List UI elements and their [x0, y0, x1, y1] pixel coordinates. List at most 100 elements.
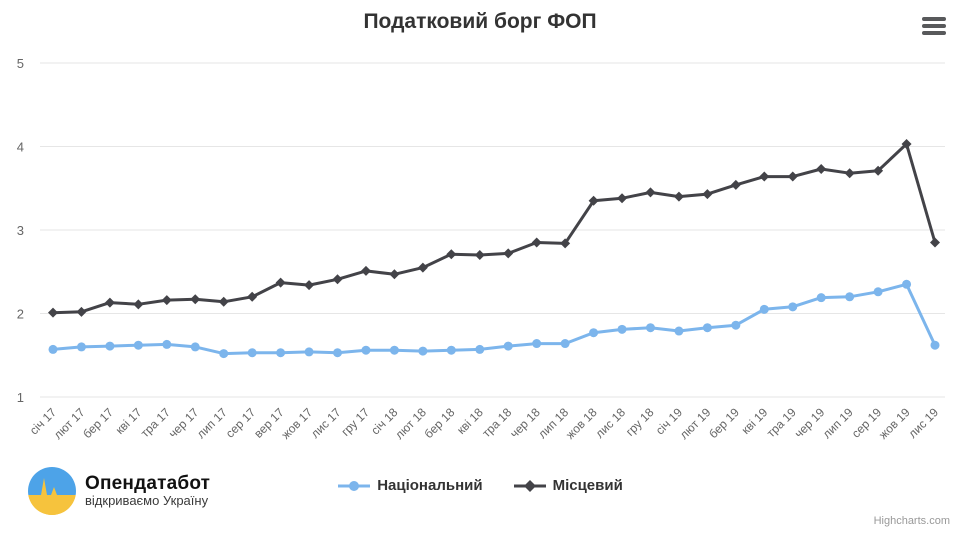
data-point[interactable] — [873, 165, 884, 176]
x-axis-label: лют 17 — [51, 405, 88, 442]
data-point[interactable] — [474, 250, 485, 261]
hamburger-bar — [922, 17, 946, 21]
data-point[interactable] — [560, 238, 571, 249]
x-axis-label: тра 18 — [479, 405, 514, 440]
x-axis-label: лют 18 — [392, 405, 429, 442]
data-point[interactable] — [247, 348, 257, 358]
data-point[interactable] — [844, 168, 855, 179]
data-point[interactable] — [304, 347, 314, 357]
data-point[interactable] — [588, 195, 599, 206]
data-point[interactable] — [389, 345, 399, 355]
data-point[interactable] — [48, 307, 58, 318]
data-point[interactable] — [218, 296, 229, 307]
y-axis-label: 4 — [17, 140, 24, 155]
data-point[interactable] — [247, 291, 258, 302]
legend-item-local[interactable]: Місцевий — [513, 477, 623, 494]
data-point[interactable] — [76, 306, 87, 317]
data-point[interactable] — [162, 339, 172, 349]
x-axis-label: жов 18 — [563, 405, 600, 442]
data-point[interactable] — [617, 193, 628, 204]
data-point[interactable] — [930, 237, 940, 248]
chart-title: Податковий борг ФОП — [363, 10, 597, 33]
x-axis-label: лют 19 — [677, 405, 714, 442]
data-point[interactable] — [275, 277, 286, 288]
data-point[interactable] — [702, 323, 712, 333]
highcharts-credits-link[interactable]: Highcharts.com — [873, 515, 950, 527]
logo-subtitle: відкриваємо Україну — [85, 493, 209, 509]
data-point[interactable] — [475, 344, 485, 354]
data-point[interactable] — [845, 292, 855, 302]
series-line-circle — [51, 282, 937, 356]
data-point[interactable] — [446, 249, 457, 260]
data-point[interactable] — [332, 274, 343, 285]
data-point[interactable] — [161, 295, 172, 306]
data-point[interactable] — [133, 340, 143, 350]
data-point[interactable] — [333, 348, 343, 358]
data-point[interactable] — [645, 323, 655, 333]
data-point[interactable] — [645, 187, 656, 198]
data-point[interactable] — [503, 248, 514, 259]
x-axis-label: жов 17 — [279, 405, 316, 442]
data-point[interactable] — [759, 304, 769, 314]
data-point[interactable] — [190, 294, 201, 305]
data-point[interactable] — [361, 345, 371, 355]
opendatabot-logo[interactable]: Опендатабот відкриваємо Україну — [28, 467, 210, 515]
data-point[interactable] — [304, 280, 315, 291]
data-point[interactable] — [787, 171, 798, 182]
legend-item-national[interactable]: Національний — [337, 477, 483, 494]
x-axis-label: гру 18 — [623, 405, 657, 439]
data-point[interactable] — [560, 339, 570, 349]
data-point[interactable] — [901, 138, 912, 149]
y-axis-label: 2 — [17, 307, 24, 322]
data-point[interactable] — [532, 339, 542, 349]
x-axis-label: бер 19 — [706, 405, 742, 441]
data-point[interactable] — [389, 269, 400, 280]
x-axis-label: сер 17 — [223, 405, 259, 441]
data-point[interactable] — [673, 191, 684, 202]
data-point[interactable] — [446, 345, 456, 355]
line-diamond-marker-icon — [513, 478, 547, 494]
data-point[interactable] — [276, 348, 286, 358]
data-point[interactable] — [589, 328, 599, 338]
data-point[interactable] — [702, 189, 713, 200]
data-point[interactable] — [76, 342, 86, 352]
data-point[interactable] — [816, 164, 827, 175]
data-point[interactable] — [731, 320, 741, 330]
x-axis-label: чер 18 — [507, 405, 543, 441]
data-point[interactable] — [503, 341, 513, 351]
y-axis-label: 3 — [17, 223, 24, 238]
data-point[interactable] — [759, 171, 770, 182]
data-point[interactable] — [133, 299, 144, 310]
data-point[interactable] — [190, 342, 200, 352]
data-point[interactable] — [219, 349, 229, 359]
hamburger-menu-icon[interactable] — [922, 17, 946, 38]
data-point[interactable] — [873, 287, 883, 297]
data-point[interactable] — [788, 302, 798, 312]
data-point[interactable] — [104, 297, 115, 308]
data-point[interactable] — [48, 344, 58, 354]
data-point[interactable] — [417, 262, 428, 273]
data-point[interactable] — [531, 237, 542, 248]
series-line-diamond — [51, 142, 937, 315]
legend-label-national: Національний — [377, 477, 483, 494]
x-axis-label: чер 17 — [166, 405, 202, 441]
x-axis-label: тра 19 — [764, 405, 799, 440]
data-point[interactable] — [360, 265, 371, 276]
data-point[interactable] — [418, 346, 428, 356]
data-point[interactable] — [816, 293, 826, 303]
opendatabot-pulse-icon — [28, 467, 76, 515]
x-axis-label: бер 18 — [422, 405, 458, 441]
logo-title: Опендатабот — [85, 472, 211, 494]
line-circle-marker-icon — [337, 478, 371, 494]
data-point[interactable] — [902, 279, 912, 289]
x-axis-label: лип 19 — [820, 405, 856, 441]
x-axis-label: лип 17 — [194, 405, 230, 441]
data-point[interactable] — [674, 326, 684, 336]
data-point[interactable] — [617, 324, 627, 334]
x-axis-label: лис 17 — [308, 405, 344, 441]
data-point[interactable] — [105, 341, 115, 351]
data-point[interactable] — [930, 340, 940, 350]
data-point[interactable] — [730, 179, 741, 190]
